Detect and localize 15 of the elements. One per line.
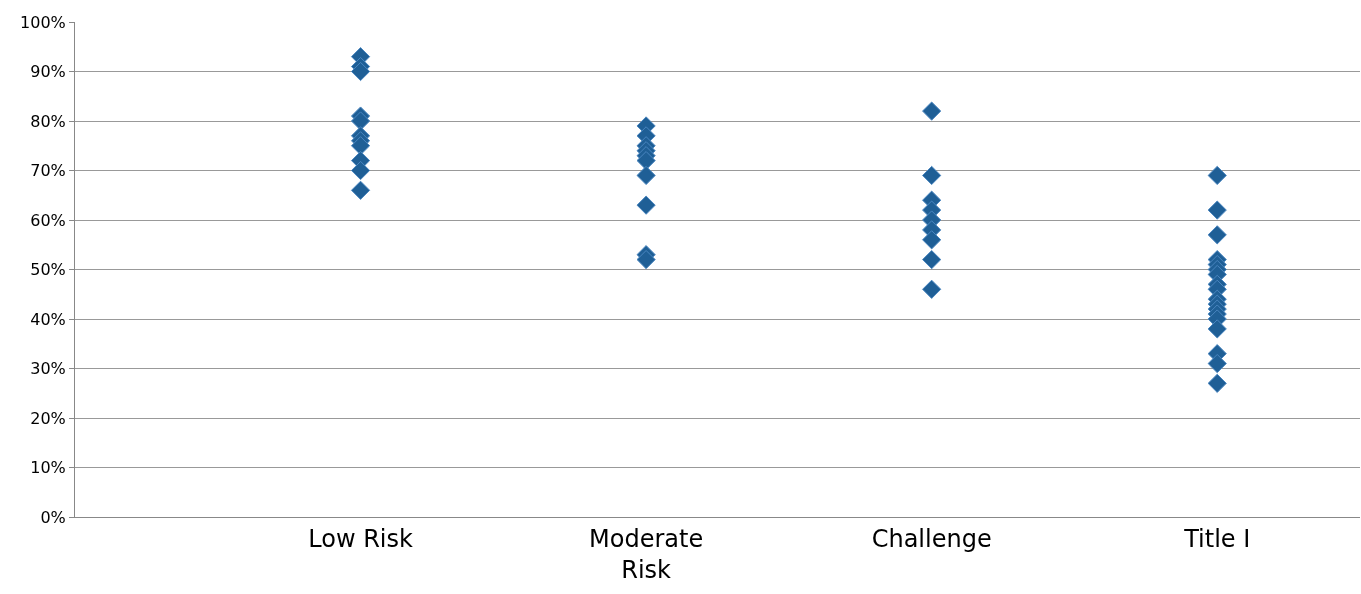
y-tick-label: 30%	[30, 359, 66, 379]
y-tick-label: 10%	[30, 458, 66, 478]
y-tick-label: 90%	[30, 62, 66, 82]
x-tick-label: Challenge	[871, 524, 992, 553]
x-tick-label: Moderate Risk	[589, 524, 704, 584]
y-tick-label: 80%	[30, 111, 66, 131]
y-tick-label: 0%	[40, 507, 66, 527]
y-tick-label: 70%	[30, 161, 66, 181]
x-tick-label: Low Risk	[308, 524, 413, 553]
y-tick-label: 20%	[30, 408, 66, 428]
y-tick-label: 40%	[30, 309, 66, 329]
y-tick-label: 60%	[30, 210, 66, 230]
y-tick-label: 50%	[30, 260, 66, 280]
x-tick-label: Title I	[1183, 524, 1251, 553]
y-tick-label: 100%	[20, 12, 66, 32]
